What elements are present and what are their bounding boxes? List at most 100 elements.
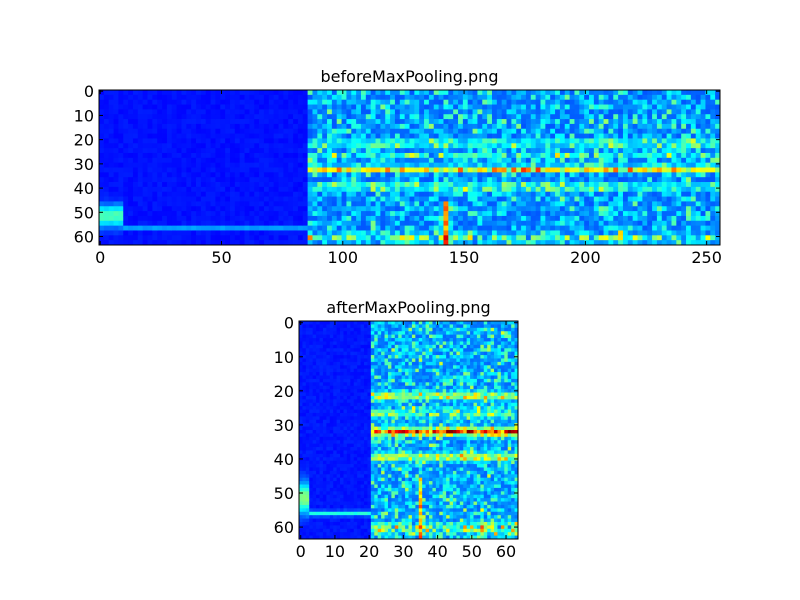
heatmap-cell bbox=[521, 172, 527, 178]
heatmap-cell bbox=[132, 143, 139, 149]
heatmap-cell bbox=[535, 186, 541, 193]
heatmap-cell bbox=[326, 460, 331, 465]
heatmap-cell bbox=[108, 152, 114, 159]
heatmap-cell bbox=[317, 215, 323, 222]
heatmap-cell bbox=[307, 148, 313, 154]
heatmap-cell bbox=[302, 99, 309, 105]
heatmap-cell bbox=[370, 123, 376, 130]
heatmap-cell bbox=[322, 521, 327, 526]
heatmap-cell bbox=[399, 167, 406, 173]
heatmap-cell bbox=[113, 157, 119, 164]
heatmap-cell bbox=[152, 123, 158, 130]
heatmap-cell bbox=[394, 220, 401, 227]
heatmap-cell bbox=[244, 157, 250, 164]
heatmap-cell bbox=[370, 206, 376, 212]
heatmap-cell bbox=[137, 201, 144, 207]
heatmap-cell bbox=[322, 348, 327, 353]
heatmap-cell bbox=[642, 172, 648, 178]
heatmap-cell bbox=[574, 128, 580, 134]
heatmap-cell bbox=[299, 412, 303, 417]
heatmap-cell bbox=[319, 368, 324, 373]
heatmap-cell bbox=[642, 152, 648, 159]
heatmap-cell bbox=[448, 128, 454, 134]
heatmap-cell bbox=[501, 240, 507, 246]
heatmap-cell bbox=[433, 152, 440, 159]
heatmap-cell bbox=[545, 152, 551, 159]
heatmap-cell bbox=[340, 406, 344, 410]
heatmap-cell bbox=[302, 402, 307, 407]
heatmap-cell bbox=[477, 172, 483, 178]
heatmap-cell bbox=[559, 90, 566, 96]
heatmap-cell bbox=[249, 220, 255, 227]
heatmap-cell bbox=[690, 172, 697, 178]
heatmap-cell bbox=[676, 177, 682, 183]
heatmap-cell bbox=[428, 119, 435, 125]
heatmap-cell bbox=[316, 430, 320, 434]
heatmap-cell bbox=[695, 114, 701, 120]
heatmap-cell bbox=[491, 225, 498, 231]
heatmap-cell bbox=[632, 123, 638, 130]
heatmap-cell bbox=[360, 123, 367, 130]
heatmap-cell bbox=[555, 211, 561, 217]
heatmap-cell bbox=[467, 90, 473, 96]
heatmap-cell bbox=[686, 128, 692, 134]
heatmap-cell bbox=[550, 114, 556, 120]
heatmap-cell bbox=[574, 123, 580, 130]
heatmap-cell bbox=[482, 201, 488, 207]
heatmap-cell bbox=[229, 104, 236, 110]
heatmap-cell bbox=[647, 167, 653, 173]
heatmap-cell bbox=[491, 186, 498, 193]
heatmap-cell bbox=[343, 368, 348, 373]
heatmap-cell bbox=[569, 138, 575, 144]
heatmap-cell bbox=[113, 172, 119, 178]
heatmap-cell bbox=[380, 99, 386, 105]
heatmap-cell bbox=[249, 191, 255, 197]
heatmap-cell bbox=[496, 94, 503, 101]
heatmap-cell bbox=[428, 94, 435, 101]
heatmap-cell bbox=[705, 240, 711, 246]
heatmap-cell bbox=[467, 230, 473, 236]
heatmap-cell bbox=[293, 196, 299, 202]
heatmap-cell bbox=[438, 220, 444, 227]
heatmap-cell bbox=[618, 240, 624, 246]
heatmap-cell bbox=[375, 128, 381, 134]
heatmap-cell bbox=[166, 230, 173, 236]
heatmap-cell bbox=[681, 133, 687, 139]
heatmap-cell bbox=[593, 123, 600, 130]
heatmap-cell bbox=[162, 133, 168, 139]
heatmap-cell bbox=[249, 109, 255, 115]
heatmap-cell bbox=[302, 423, 307, 427]
heatmap-cell bbox=[496, 109, 503, 115]
heatmap-cell bbox=[491, 230, 498, 236]
heatmap-cell bbox=[283, 211, 289, 217]
heatmap-cell bbox=[299, 518, 303, 523]
heatmap-cell bbox=[234, 133, 241, 139]
heatmap-cell bbox=[225, 99, 231, 105]
heatmap-cell bbox=[288, 191, 294, 197]
heatmap-cell bbox=[627, 143, 634, 149]
heatmap-cell bbox=[340, 375, 344, 380]
heatmap-cell bbox=[482, 152, 488, 159]
heatmap-cell bbox=[671, 157, 677, 164]
heatmap-cell bbox=[593, 201, 600, 207]
heatmap-cell bbox=[249, 128, 255, 134]
heatmap-cell bbox=[647, 90, 653, 96]
heatmap-cell bbox=[710, 162, 716, 168]
heatmap-cell bbox=[278, 90, 284, 96]
heatmap-cell bbox=[710, 143, 716, 149]
heatmap-cell bbox=[333, 498, 338, 502]
heatmap-cell bbox=[637, 152, 643, 159]
heatmap-cell bbox=[559, 99, 566, 105]
heatmap-cell bbox=[302, 477, 307, 482]
heatmap-cell bbox=[710, 225, 716, 231]
heatmap-cell bbox=[545, 119, 551, 125]
heatmap-cell bbox=[152, 186, 158, 193]
heatmap-cell bbox=[681, 206, 687, 212]
heatmap-cell bbox=[652, 152, 658, 159]
heatmap-cell bbox=[661, 123, 668, 130]
heatmap-cell bbox=[346, 104, 352, 110]
heatmap-cell bbox=[142, 201, 148, 207]
heatmap-cell bbox=[477, 201, 483, 207]
heatmap-cell bbox=[705, 90, 711, 96]
heatmap-cell bbox=[666, 157, 672, 164]
